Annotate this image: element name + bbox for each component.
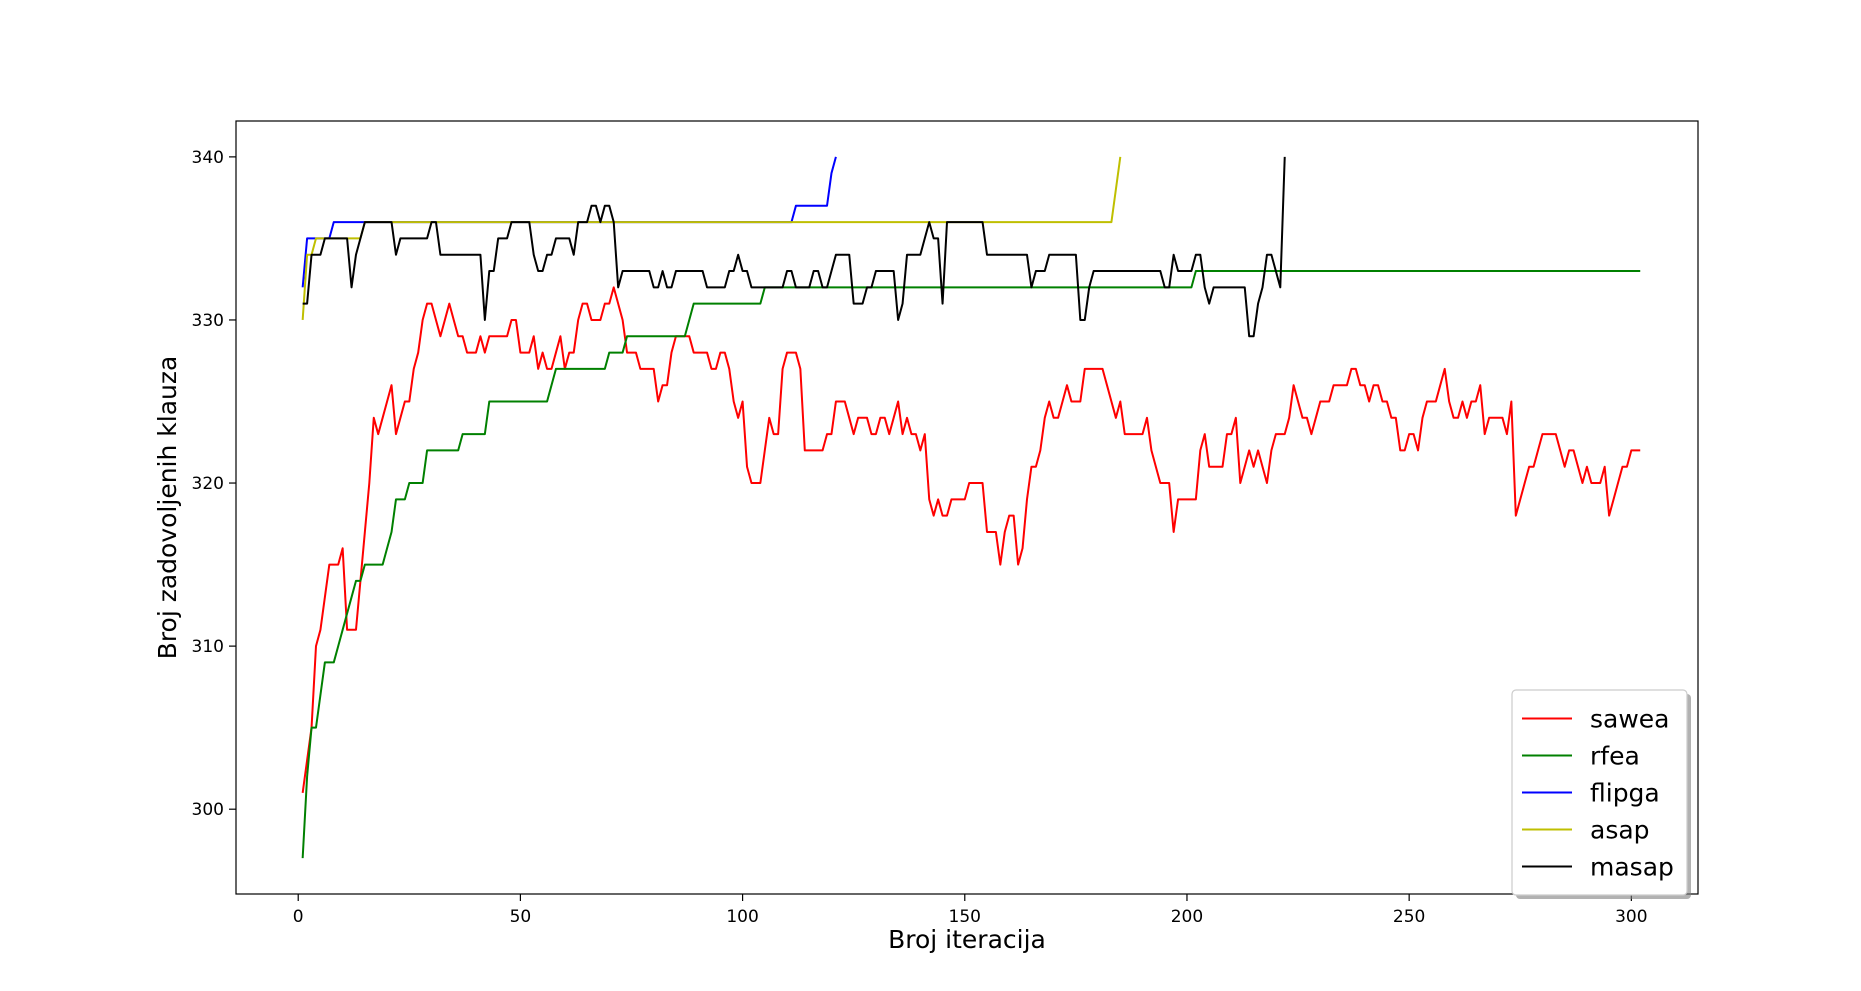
series-layer (301, 156, 1641, 859)
legend-label-masap: masap (1590, 853, 1674, 882)
y-tick-label: 310 (192, 637, 224, 657)
x-tick-label: 100 (726, 907, 758, 927)
x-tick-label: 250 (1393, 907, 1425, 927)
y-tick-label: 300 (192, 800, 224, 820)
y-axis: 300 310 320 330 340 (192, 148, 236, 820)
y-tick-label: 320 (192, 474, 224, 494)
y-axis-label: Broj zadovoljenih klauza (153, 356, 182, 660)
x-tick-label: 150 (949, 907, 981, 927)
x-tick-label: 50 (510, 907, 532, 927)
series-line-rfea (301, 270, 1641, 859)
legend-label-flipga: flipga (1590, 779, 1660, 808)
legend-label-rfea: rfea (1590, 742, 1640, 771)
y-tick-label: 340 (192, 148, 224, 168)
x-axis-label: Broj iteracija (888, 925, 1046, 954)
legend: sawea rfea flipga asap masap (1511, 689, 1691, 899)
x-tick-label: 200 (1171, 907, 1203, 927)
x-tick-label: 0 (293, 907, 304, 927)
x-axis: 0 50 100 150 200 250 300 (293, 894, 1648, 927)
legend-box (1511, 689, 1688, 896)
y-tick-label: 330 (192, 311, 224, 331)
x-tick-label: 300 (1615, 907, 1647, 927)
series-line-sawea (301, 286, 1641, 794)
plot-frame (235, 120, 1699, 895)
series-line-masap (302, 156, 1286, 338)
legend-label-sawea: sawea (1590, 705, 1670, 734)
legend-label-asap: asap (1590, 816, 1650, 845)
